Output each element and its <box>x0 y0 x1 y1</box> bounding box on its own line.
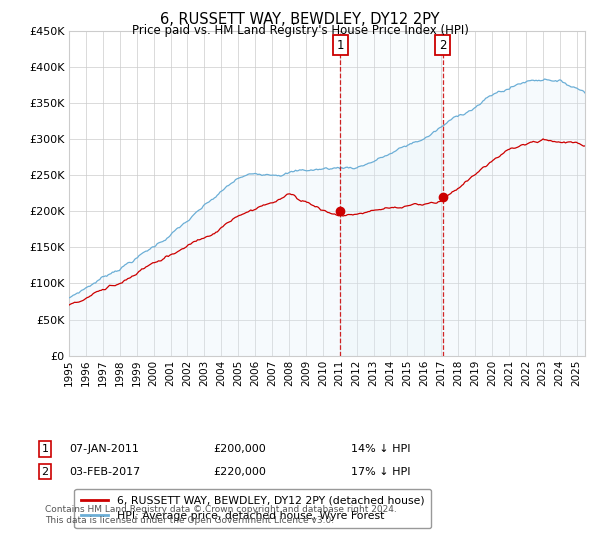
Text: 14% ↓ HPI: 14% ↓ HPI <box>351 444 410 454</box>
Text: Contains HM Land Registry data © Crown copyright and database right 2024.
This d: Contains HM Land Registry data © Crown c… <box>45 505 397 525</box>
Text: 07-JAN-2011: 07-JAN-2011 <box>69 444 139 454</box>
Text: Price paid vs. HM Land Registry's House Price Index (HPI): Price paid vs. HM Land Registry's House … <box>131 24 469 36</box>
Text: 6, RUSSETT WAY, BEWDLEY, DY12 2PY: 6, RUSSETT WAY, BEWDLEY, DY12 2PY <box>160 12 440 27</box>
Bar <box>340 31 443 356</box>
Text: 2: 2 <box>439 39 446 52</box>
Text: 17% ↓ HPI: 17% ↓ HPI <box>351 466 410 477</box>
Text: £200,000: £200,000 <box>213 444 266 454</box>
Text: 2: 2 <box>41 466 49 477</box>
Text: 1: 1 <box>337 39 344 52</box>
Text: 1: 1 <box>41 444 49 454</box>
Text: £220,000: £220,000 <box>213 466 266 477</box>
Text: 03-FEB-2017: 03-FEB-2017 <box>69 466 140 477</box>
Legend: 6, RUSSETT WAY, BEWDLEY, DY12 2PY (detached house), HPI: Average price, detached: 6, RUSSETT WAY, BEWDLEY, DY12 2PY (detac… <box>74 489 431 528</box>
